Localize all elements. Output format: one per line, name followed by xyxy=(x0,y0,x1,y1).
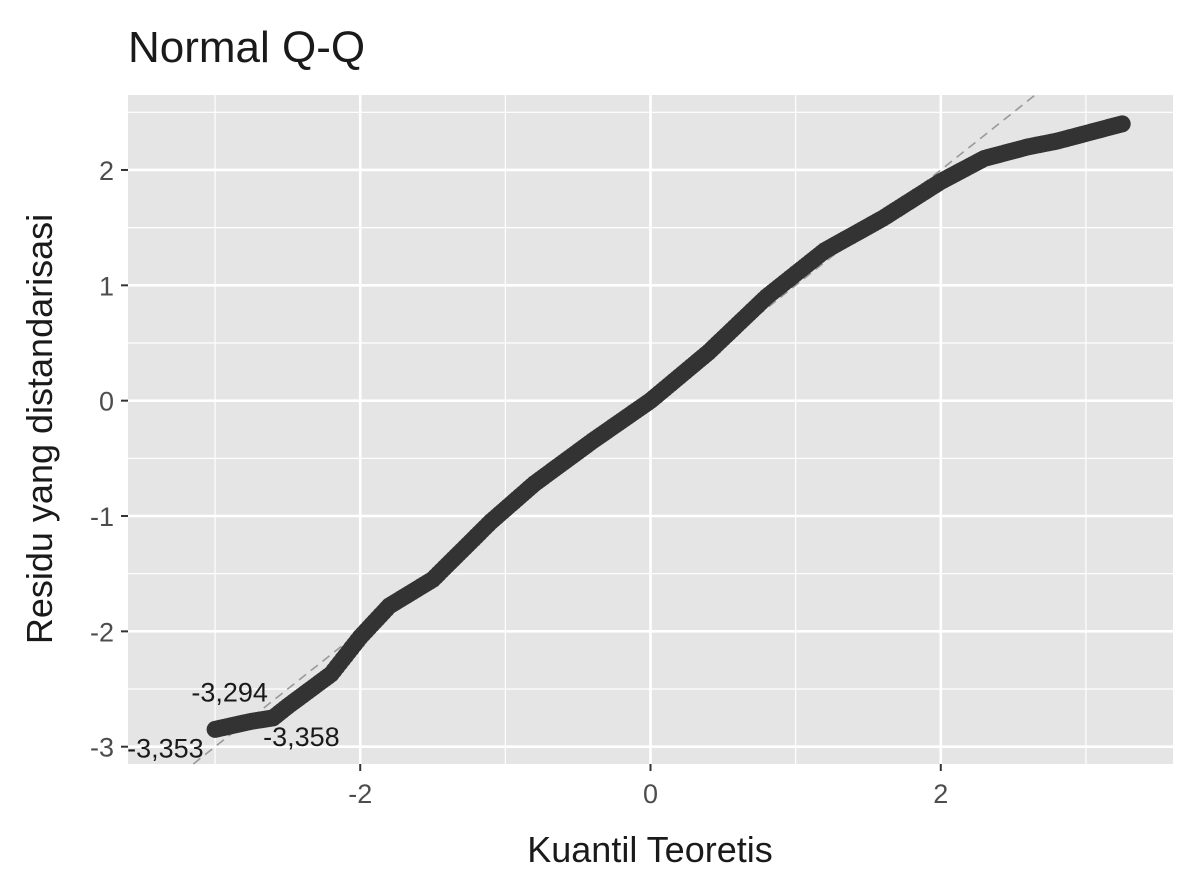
point-annotation: -3,353 xyxy=(127,733,204,763)
grid-major xyxy=(128,95,1173,764)
x-tick-label: 0 xyxy=(643,779,658,809)
y-tick-label: -1 xyxy=(90,502,114,532)
y-tick-label: 2 xyxy=(99,156,114,186)
x-axis-title: Kuantil Teoretis xyxy=(527,829,772,870)
point-annotations: -3,294 -3,353 -3,358 xyxy=(127,677,340,763)
x-axis: -2 0 2 xyxy=(348,764,948,809)
x-tick-label: 2 xyxy=(933,779,948,809)
point-annotation: -3,358 xyxy=(263,722,340,752)
data-points xyxy=(206,115,1131,738)
x-tick-label: -2 xyxy=(348,779,372,809)
chart-title: Normal Q-Q xyxy=(128,23,365,72)
y-tick-label: -3 xyxy=(90,733,114,763)
point-annotation: -3,294 xyxy=(191,677,268,707)
y-axis: -3 -2 -1 0 1 2 xyxy=(90,156,128,763)
y-axis-title: Residu yang distandarisasi xyxy=(19,214,60,644)
qq-point xyxy=(1113,115,1131,133)
y-tick-label: 1 xyxy=(99,271,114,301)
y-tick-label: -2 xyxy=(90,617,114,647)
y-tick-label: 0 xyxy=(99,387,114,417)
